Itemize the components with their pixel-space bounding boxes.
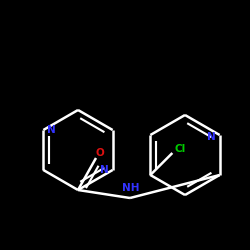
Text: O: O — [96, 148, 104, 158]
Text: NH: NH — [122, 183, 140, 193]
Text: N: N — [47, 125, 56, 135]
Text: N: N — [207, 132, 216, 142]
Text: N: N — [100, 165, 109, 175]
Text: Cl: Cl — [175, 144, 186, 154]
